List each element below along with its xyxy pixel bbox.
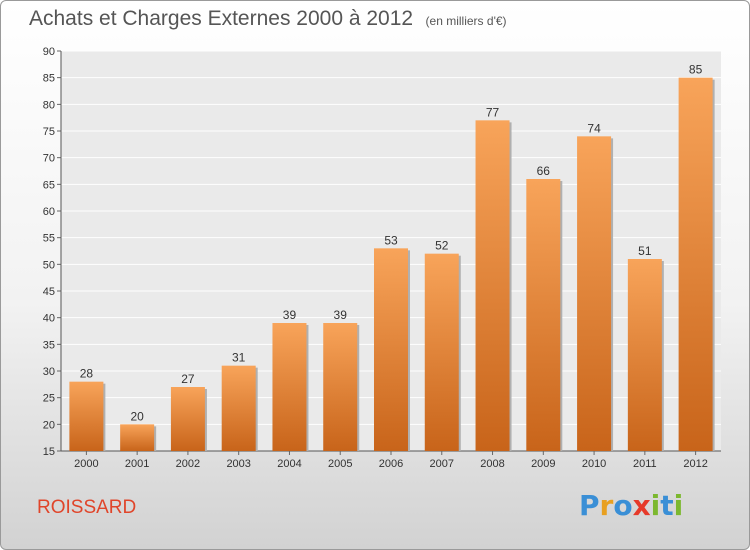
data-label: 20 xyxy=(130,409,144,423)
data-label: 52 xyxy=(435,239,449,253)
y-tick-label: 45 xyxy=(43,286,55,298)
y-tick-label: 55 xyxy=(43,233,55,245)
x-tick-label: 2011 xyxy=(633,458,657,470)
bar xyxy=(170,387,205,451)
x-tick-label: 2007 xyxy=(430,458,454,470)
x-tick-label: 2005 xyxy=(328,458,352,470)
commune-name: ROISSARD xyxy=(37,497,137,518)
y-tick-label: 90 xyxy=(43,46,55,58)
logo-letter: P xyxy=(579,489,600,522)
chart-title: Achats et Charges Externes 2000 à 2012 xyxy=(29,7,414,30)
logo-letter: o xyxy=(613,489,633,522)
bar xyxy=(577,136,612,452)
bars xyxy=(69,77,715,452)
bar xyxy=(475,120,510,451)
y-tick-label: 20 xyxy=(43,419,55,431)
logo-letter: i xyxy=(650,489,661,522)
bar xyxy=(424,253,459,451)
y-tick-label: 40 xyxy=(43,313,55,325)
data-label: 51 xyxy=(638,244,652,258)
chart-subtitle: (en milliers d'€) xyxy=(425,14,507,28)
y-tick-label: 25 xyxy=(43,393,55,405)
y-tick-label: 80 xyxy=(43,99,55,111)
bar xyxy=(272,323,307,451)
data-label: 39 xyxy=(283,308,297,322)
logo-letter: i xyxy=(673,489,684,522)
y-tick-label: 30 xyxy=(43,366,55,378)
x-tick-label: 2004 xyxy=(277,458,301,470)
data-label: 27 xyxy=(181,372,195,386)
data-label: 31 xyxy=(232,351,246,365)
x-tick-label: 2008 xyxy=(480,458,504,470)
y-tick-label: 60 xyxy=(43,206,55,218)
y-tick-label: 65 xyxy=(43,179,55,191)
data-label: 85 xyxy=(689,63,703,77)
bar xyxy=(627,259,662,451)
logo-letter: x xyxy=(632,489,651,522)
x-tick-label: 2012 xyxy=(683,458,707,470)
data-label: 66 xyxy=(537,164,551,178)
bar xyxy=(221,365,256,451)
bar xyxy=(120,424,155,451)
y-tick-label: 15 xyxy=(43,446,55,458)
x-tick-label: 2000 xyxy=(74,458,98,470)
data-label: 74 xyxy=(587,121,601,135)
y-tick-label: 85 xyxy=(43,73,55,85)
proxiti-logo[interactable]: Proxiti xyxy=(579,489,683,522)
bar xyxy=(323,323,358,451)
x-tick-label: 2009 xyxy=(531,458,555,470)
x-tick-label: 2010 xyxy=(582,458,606,470)
bar xyxy=(526,179,561,451)
labels: 15 20 25 30 35 40 45 50 55 60 65 70 75 80 85 90 2000 28 20… xyxy=(43,46,708,470)
data-label: 39 xyxy=(334,308,348,322)
y-tick-label: 50 xyxy=(43,259,55,271)
data-label: 77 xyxy=(486,105,500,119)
y-tick-label: 75 xyxy=(43,126,55,138)
x-tick-label: 2002 xyxy=(176,458,200,470)
x-tick-label: 2003 xyxy=(226,458,250,470)
data-label: 28 xyxy=(80,367,94,381)
y-tick-label: 35 xyxy=(43,339,55,351)
logo-letter: t xyxy=(660,489,674,522)
bar xyxy=(69,381,104,451)
title-row: Achats et Charges Externes 2000 à 2012 (… xyxy=(29,7,507,31)
bar xyxy=(678,77,713,452)
y-tick-label: 70 xyxy=(43,153,55,165)
bar xyxy=(374,248,408,451)
x-tick-label: 2006 xyxy=(379,458,403,470)
logo-letter: r xyxy=(599,489,614,522)
data-label: 53 xyxy=(384,233,398,247)
x-tick-label: 2001 xyxy=(125,458,149,470)
